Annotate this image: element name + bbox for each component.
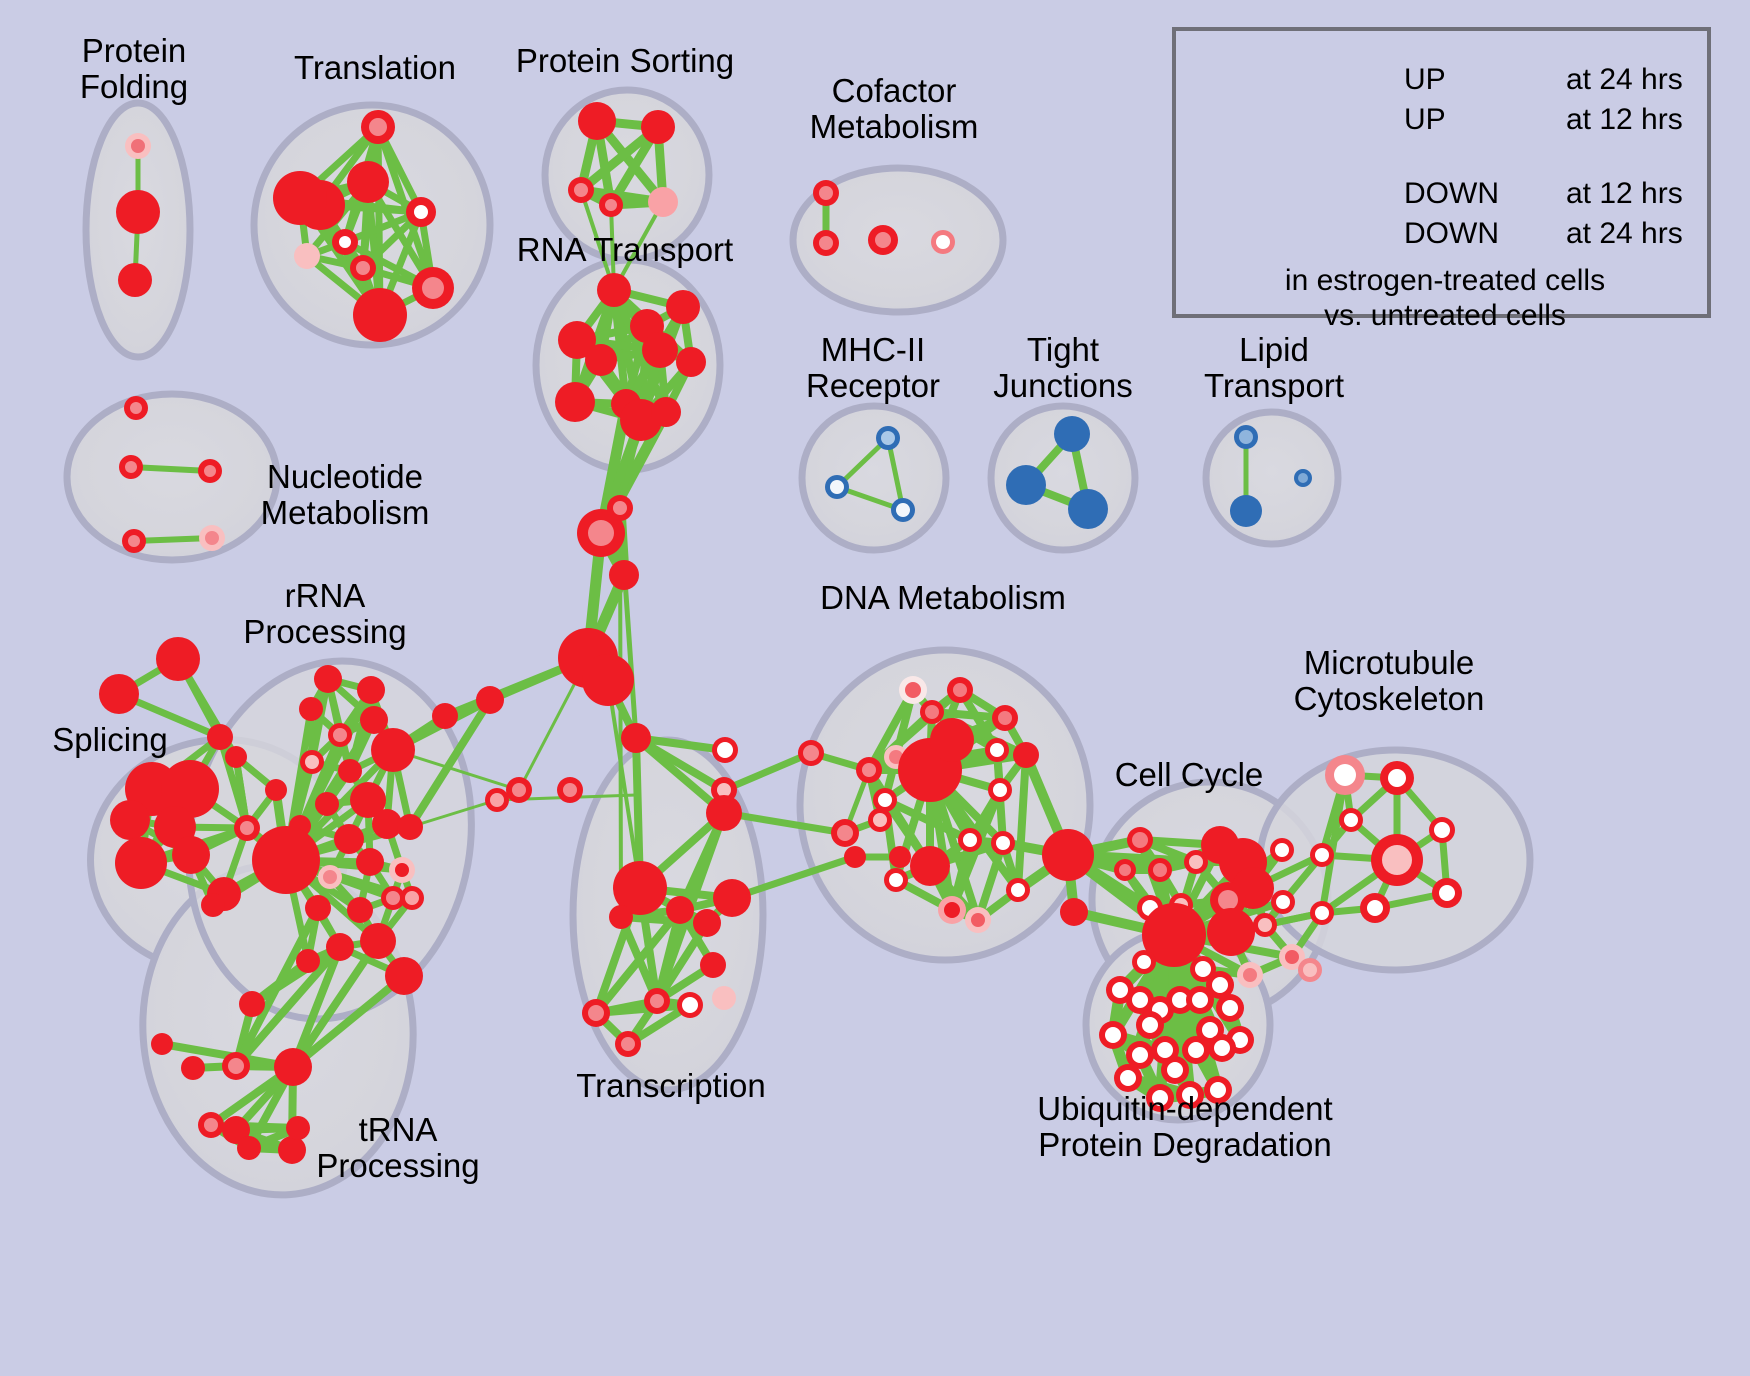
- hull-nucleotide: [63, 390, 281, 564]
- cluster-label-tight-junctions: Tight Junctions: [993, 331, 1133, 404]
- cluster-label-lipid-transport: Lipid Transport: [1204, 331, 1344, 404]
- node-group-trna: [151, 991, 312, 1164]
- node-group-rrna: [252, 665, 424, 995]
- cluster-label-cofactor-metabolism: Cofactor Metabolism: [809, 72, 979, 145]
- edges-nucleotide: [128, 464, 215, 544]
- legend-state-up-12: UP: [1404, 103, 1446, 136]
- cluster-label-cell-cycle: Cell Cycle: [1114, 756, 1264, 793]
- node-group-cell-cycle: [1114, 826, 1305, 988]
- legend-caption-line2: vs. untreated cells: [1324, 299, 1566, 332]
- node-group-translation: [273, 110, 454, 342]
- node-group-protein-folding: [116, 133, 160, 297]
- cluster-label-ubiquitin: Ubiquitin-dependent Protein Degradation: [1037, 1090, 1333, 1163]
- legend-time-up-24: at 24 hrs: [1566, 63, 1683, 96]
- cluster-label-dna-metabolism: DNA Metabolism: [820, 579, 1066, 616]
- node-group-dna: [856, 676, 1039, 933]
- cluster-label-mhc-ii-receptor: MHC-II Receptor: [806, 331, 940, 404]
- cluster-label-microtubule: Microtubule Cytoskeleton: [1293, 644, 1485, 717]
- legend-time-up-12: at 12 hrs: [1566, 103, 1683, 136]
- node-group-trunk: [432, 495, 639, 812]
- legend-time-down-12: at 12 hrs: [1566, 177, 1683, 210]
- cluster-label-nucleotide-metabolism: Nucleotide Metabolism: [260, 458, 430, 531]
- legend-time-down-24: at 24 hrs: [1566, 217, 1683, 250]
- node-group-splicing: [99, 637, 287, 917]
- node-group-bridges: [798, 740, 1094, 926]
- cluster-label-rrna-processing: rRNA Processing: [243, 577, 407, 650]
- network-nodes: [99, 102, 1462, 1164]
- node-group-protein-sorting: [568, 102, 678, 217]
- node-group-cofactor: [813, 180, 955, 256]
- cluster-label-protein-sorting: Protein Sorting: [515, 42, 735, 79]
- node-group-transcription: [557, 723, 751, 1057]
- cluster-label-splicing: Splicing: [52, 721, 168, 758]
- legend-panel: UP at 24 hrs UP at 12 hrs DOWN at 12 hrs…: [1172, 27, 1711, 332]
- node-group-rna-transport: [555, 273, 706, 441]
- hull-lipid-transport: [1202, 408, 1342, 548]
- cluster-label-protein-folding: Protein Folding: [79, 32, 189, 105]
- cluster-label-transcription: Transcription: [576, 1067, 766, 1104]
- node-group-ubiquitin: [1099, 971, 1254, 1112]
- node-group-microtubule: [1298, 755, 1462, 982]
- legend-caption-line1: in estrogen-treated cells: [1284, 264, 1606, 297]
- node-group-lipid-transport: [1230, 425, 1312, 527]
- legend-state-down-24: DOWN: [1404, 217, 1499, 250]
- hull-mhc: [798, 402, 950, 554]
- cluster-label-translation: Translation: [293, 49, 457, 86]
- node-group-mhc: [825, 426, 915, 522]
- node-group-tight-junctions: [1006, 416, 1108, 529]
- cluster-label-rna-transport: RNA Transport: [516, 231, 734, 268]
- legend-state-up-24: UP: [1404, 63, 1446, 96]
- cluster-label-trna-processing: tRNA Processing: [316, 1111, 480, 1184]
- legend-state-down-12: DOWN: [1404, 177, 1499, 210]
- node-group-nucleotide: [119, 396, 225, 553]
